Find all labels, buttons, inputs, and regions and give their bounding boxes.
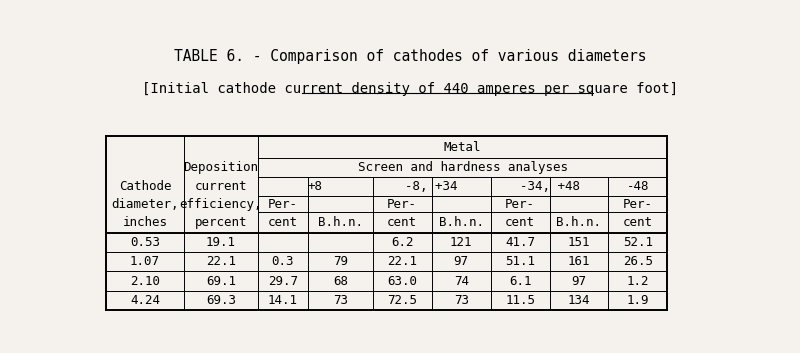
Text: 69.1: 69.1	[206, 275, 236, 288]
Text: Per-: Per-	[387, 198, 418, 211]
Text: 52.1: 52.1	[623, 236, 653, 249]
Text: 121: 121	[450, 236, 472, 249]
Text: [Initial cathode current density of 440 amperes per square foot]: [Initial cathode current density of 440 …	[142, 82, 678, 96]
Text: Per-: Per-	[505, 198, 535, 211]
Text: Deposition: Deposition	[183, 161, 258, 174]
Text: 161: 161	[568, 255, 590, 268]
Text: TABLE 6. - Comparison of cathodes of various diameters: TABLE 6. - Comparison of cathodes of var…	[174, 49, 646, 64]
Text: 6.1: 6.1	[509, 275, 531, 288]
Text: 22.1: 22.1	[387, 255, 418, 268]
Text: -48: -48	[626, 180, 649, 193]
Text: 0.53: 0.53	[130, 236, 160, 249]
Text: 73: 73	[454, 294, 469, 307]
Text: 14.1: 14.1	[268, 294, 298, 307]
Text: 26.5: 26.5	[623, 255, 653, 268]
Text: TABLE 6. -: TABLE 6. -	[100, 49, 196, 64]
Text: 41.7: 41.7	[505, 236, 535, 249]
Text: cent: cent	[268, 216, 298, 229]
Text: efficiency,: efficiency,	[180, 198, 262, 211]
Text: Per-: Per-	[268, 198, 298, 211]
Text: B.h.n.: B.h.n.	[438, 216, 484, 229]
Text: cent: cent	[505, 216, 535, 229]
Text: 4.24: 4.24	[130, 294, 160, 307]
Text: -8, +34: -8, +34	[406, 180, 458, 193]
Text: cent: cent	[623, 216, 653, 229]
Text: Comparison of cathodes of various diameters: Comparison of cathodes of various diamet…	[100, 49, 476, 64]
Text: B.h.n.: B.h.n.	[557, 216, 602, 229]
Text: inches: inches	[122, 216, 167, 229]
Text: 151: 151	[568, 236, 590, 249]
Text: percent: percent	[194, 216, 247, 229]
Text: B.h.n.: B.h.n.	[318, 216, 362, 229]
Text: Cathode: Cathode	[118, 180, 171, 193]
Text: 11.5: 11.5	[505, 294, 535, 307]
Text: 1.9: 1.9	[626, 294, 649, 307]
Text: 22.1: 22.1	[206, 255, 236, 268]
Text: 0.3: 0.3	[272, 255, 294, 268]
Text: 69.3: 69.3	[206, 294, 236, 307]
Text: cent: cent	[387, 216, 418, 229]
Text: 73: 73	[333, 294, 348, 307]
Text: 63.0: 63.0	[387, 275, 418, 288]
Text: TABLE 6. - Comparison of cathodes of various diameters: TABLE 6. - Comparison of cathodes of var…	[174, 49, 646, 64]
Text: 1.07: 1.07	[130, 255, 160, 268]
Text: 2.10: 2.10	[130, 275, 160, 288]
Text: 97: 97	[454, 255, 469, 268]
Text: 6.2: 6.2	[391, 236, 414, 249]
Text: 1.2: 1.2	[626, 275, 649, 288]
Text: diameter,: diameter,	[111, 198, 178, 211]
Text: -34, +48: -34, +48	[519, 180, 579, 193]
Text: 68: 68	[333, 275, 348, 288]
Text: Per-: Per-	[623, 198, 653, 211]
Text: 72.5: 72.5	[387, 294, 418, 307]
Text: 97: 97	[571, 275, 586, 288]
Text: 19.1: 19.1	[206, 236, 236, 249]
Text: 74: 74	[454, 275, 469, 288]
Text: 79: 79	[333, 255, 348, 268]
Text: 51.1: 51.1	[505, 255, 535, 268]
Text: Screen and hardness analyses: Screen and hardness analyses	[358, 161, 568, 174]
Text: +8: +8	[308, 180, 323, 193]
Text: Metal: Metal	[444, 141, 482, 154]
Text: current: current	[194, 180, 247, 193]
Text: 29.7: 29.7	[268, 275, 298, 288]
Text: 134: 134	[568, 294, 590, 307]
